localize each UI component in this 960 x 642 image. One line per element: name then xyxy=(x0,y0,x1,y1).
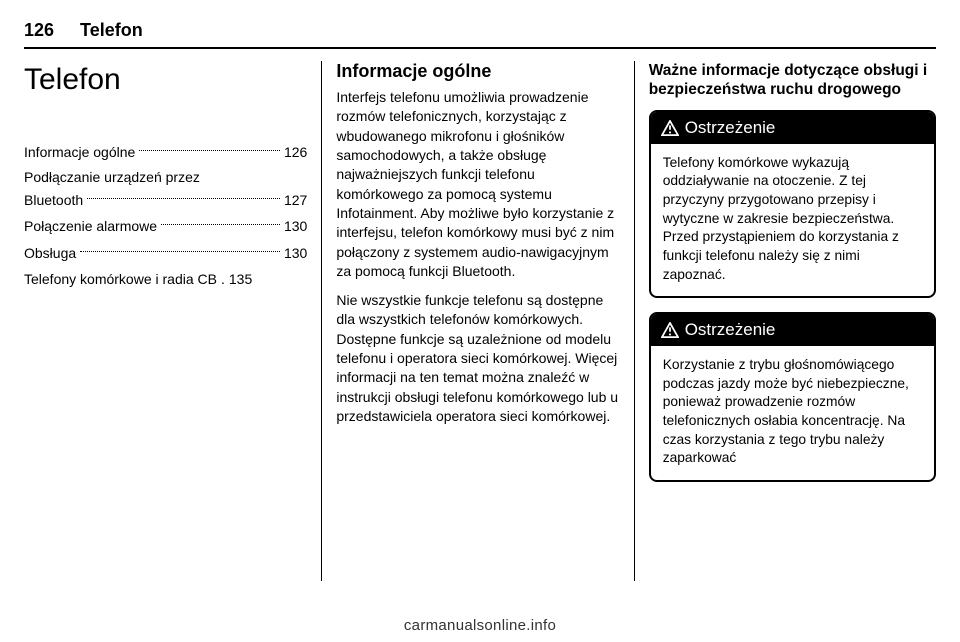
page-header: 126 Telefon xyxy=(24,20,936,41)
toc-label-cont: Bluetooth xyxy=(24,189,83,211)
warning-box: Ostrzeżenie Telefony komórkowe wykazują … xyxy=(649,110,936,298)
warning-label: Ostrzeżenie xyxy=(685,320,776,340)
warning-title-bar: Ostrzeżenie xyxy=(651,314,934,346)
toc-dots xyxy=(161,215,280,225)
warning-body: Telefony komórkowe wykazują oddziaływani… xyxy=(651,144,934,296)
chapter-title: Telefon xyxy=(24,63,307,97)
column-3: Ważne informacje dotyczące obsługi i bez… xyxy=(634,61,936,581)
warning-label: Ostrzeżenie xyxy=(685,118,776,138)
toc-page: 130 xyxy=(284,242,307,264)
header-section-name: Telefon xyxy=(80,20,143,41)
footer-url: carmanualsonline.info xyxy=(0,617,960,634)
toc-label: Podłączanie urządzeń przez xyxy=(24,167,307,189)
toc-entry: Telefony komórkowe i radia CB . 135 xyxy=(24,268,307,290)
sub-heading: Ważne informacje dotyczące obsługi i bez… xyxy=(649,61,936,100)
warning-box: Ostrzeżenie Korzystanie z trybu głośnomó… xyxy=(649,312,936,482)
column-1: Telefon Informacje ogólne 126 Podłączani… xyxy=(24,61,321,581)
toc-entry: Połączenie alarmowe 130 xyxy=(24,215,307,237)
warning-triangle-icon xyxy=(661,120,679,136)
body-paragraph: Nie wszystkie funkcje telefonu są dostęp… xyxy=(336,291,619,426)
toc-entry: Informacje ogólne 126 xyxy=(24,141,307,163)
warning-title-bar: Ostrzeżenie xyxy=(651,112,934,144)
warning-body: Korzystanie z trybu głośnomówiącego podc… xyxy=(651,346,934,480)
toc-entry: Obsługa 130 xyxy=(24,242,307,264)
toc-page: 130 xyxy=(284,215,307,237)
toc-dots xyxy=(80,242,280,252)
toc-dots xyxy=(87,189,280,199)
header-rule xyxy=(24,47,936,49)
toc-entry: Podłączanie urządzeń przez Bluetooth 127 xyxy=(24,167,307,211)
toc-label: Informacje ogólne xyxy=(24,141,135,163)
toc-page: 127 xyxy=(284,189,307,211)
content-columns: Telefon Informacje ogólne 126 Podłączani… xyxy=(24,61,936,581)
column-2: Informacje ogólne Interfejs telefonu umo… xyxy=(321,61,633,581)
warning-triangle-icon xyxy=(661,322,679,338)
toc-label: Połączenie alarmowe xyxy=(24,215,157,237)
manual-page: 126 Telefon Telefon Informacje ogólne 12… xyxy=(0,0,960,642)
page-number: 126 xyxy=(24,20,54,41)
toc-page: 126 xyxy=(284,141,307,163)
toc-page: 135 xyxy=(229,268,252,290)
body-paragraph: Interfejs telefonu umożliwia prowadzenie… xyxy=(336,88,619,281)
toc-dots xyxy=(139,141,280,151)
section-heading: Informacje ogólne xyxy=(336,61,619,82)
toc-label: Obsługa xyxy=(24,242,76,264)
toc-label: Telefony komórkowe i radia CB xyxy=(24,268,217,290)
